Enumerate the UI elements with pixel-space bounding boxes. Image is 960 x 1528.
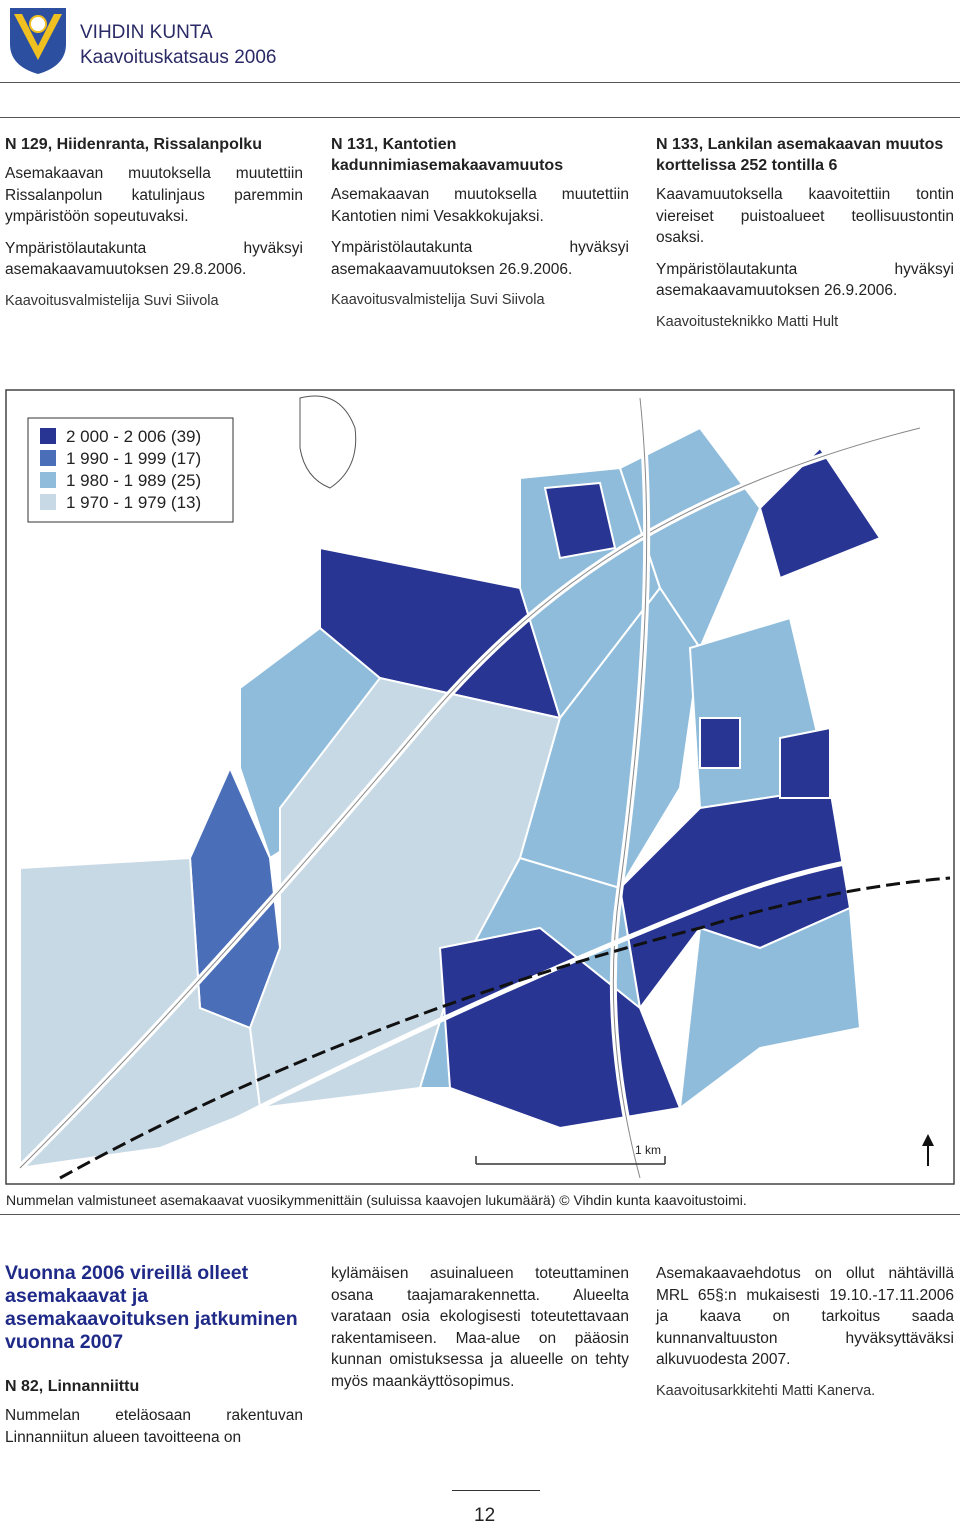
legend-swatch bbox=[40, 450, 56, 466]
article-approval: Ympäristölautakunta hyväksyi asemakaavam… bbox=[5, 239, 303, 279]
article-signature: Kaavoitusarkkitehti Matti Kanerva. bbox=[656, 1382, 876, 1399]
article-body: Asemakaavan muutoksella muutettiin Kanto… bbox=[331, 186, 629, 225]
article-n133: N 133, Lankilan asemakaavan muutos kortt… bbox=[656, 134, 954, 343]
scale-bar: 1 km bbox=[475, 1143, 666, 1165]
legend-label: 1 970 - 1 979 (13) bbox=[66, 493, 201, 512]
article-body: Nummelan eteläosaan rakentuvan Linnannii… bbox=[5, 1407, 303, 1446]
municipality-name: VIHDIN KUNTA bbox=[80, 22, 213, 43]
article-approval: Ympäristölautakunta hyväksyi asemakaavam… bbox=[656, 260, 954, 300]
bottom-column-3: Asemakaavaehdotus on ollut nähtävillä MR… bbox=[656, 1263, 954, 1412]
page-number-rule bbox=[452, 1490, 540, 1491]
scale-label: 1 km bbox=[635, 1143, 661, 1157]
legend-swatch bbox=[40, 428, 56, 444]
article-title: N 129, Hiidenranta, Rissalanpolku bbox=[5, 136, 262, 153]
legend-swatch bbox=[40, 494, 56, 510]
legend-label: 2 000 - 2 006 (39) bbox=[66, 427, 201, 446]
article-signature: Kaavoitusvalmistelija Suvi Siivola bbox=[5, 292, 219, 309]
article-approval: Ympäristölautakunta hyväksyi asemakaavam… bbox=[331, 239, 629, 278]
municipality-crest-logo bbox=[10, 8, 66, 74]
article-body: Asemakaavaehdotus on ollut nähtävillä MR… bbox=[656, 1265, 954, 1368]
section-divider-bottom bbox=[0, 1214, 960, 1215]
map-caption: Nummelan valmistuneet asemakaavat vuosik… bbox=[6, 1192, 747, 1208]
section-heading: Vuonna 2006 vireillä olleet asemakaavat … bbox=[5, 1262, 298, 1353]
article-title: N 131, Kantotien kadunnimiasemakaavamuut… bbox=[331, 136, 564, 174]
map-legend: 2 000 - 2 006 (39) 1 990 - 1 999 (17) 1 … bbox=[27, 417, 234, 523]
bottom-column-1: Vuonna 2006 vireillä olleet asemakaavat … bbox=[5, 1262, 303, 1458]
article-title: N 133, Lankilan asemakaavan muutos kortt… bbox=[656, 136, 944, 174]
article-body: Asemakaavan muutoksella muutettiin Rissa… bbox=[5, 165, 303, 225]
document-subtitle: Kaavoituskatsaus 2006 bbox=[80, 47, 277, 68]
page-header: VIHDIN KUNTA Kaavoituskatsaus 2006 bbox=[0, 0, 960, 80]
article-n131: N 131, Kantotien kadunnimiasemakaavamuut… bbox=[331, 134, 629, 322]
article-body: kylämäisen asuinalueen toteuttaminen osa… bbox=[331, 1265, 629, 1390]
article-n129: N 129, Hiidenranta, Rissalanpolku Asemak… bbox=[5, 134, 303, 322]
article-body: Kaavamuutoksella kaavoitettiin tontin vi… bbox=[656, 186, 954, 246]
legend-swatch bbox=[40, 472, 56, 488]
legend-label: 1 980 - 1 989 (25) bbox=[66, 471, 201, 490]
zoning-map: 2 000 - 2 006 (39) 1 990 - 1 999 (17) 1 … bbox=[5, 389, 955, 1185]
article-signature: Kaavoitusteknikko Matti Hult bbox=[656, 313, 839, 330]
section-divider-top bbox=[0, 117, 960, 118]
legend-label: 1 990 - 1 999 (17) bbox=[66, 449, 201, 468]
header-divider bbox=[0, 82, 960, 83]
north-arrow-icon bbox=[922, 1134, 934, 1166]
bottom-column-2: kylämäisen asuinalueen toteuttaminen osa… bbox=[331, 1263, 629, 1402]
page-number: 12 bbox=[474, 1505, 496, 1526]
article-title: N 82, Linnanniittu bbox=[5, 1378, 140, 1395]
article-signature: Kaavoitusvalmistelija Suvi Siivola bbox=[331, 292, 545, 308]
